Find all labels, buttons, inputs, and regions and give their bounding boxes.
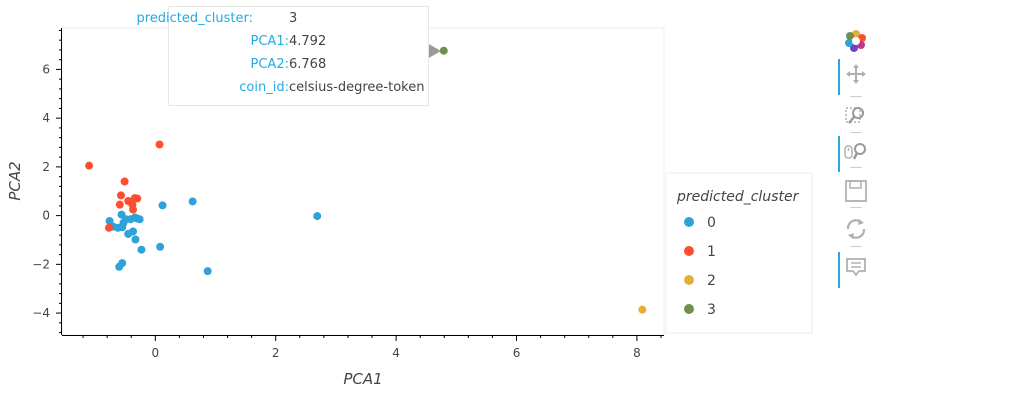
- reset-tool[interactable]: [836, 214, 876, 244]
- data-point[interactable]: [120, 177, 129, 186]
- wheel-zoom-icon: [844, 143, 866, 160]
- box-zoom-icon: [845, 107, 864, 124]
- save-icon: [845, 180, 867, 202]
- data-point[interactable]: [188, 197, 197, 206]
- hover-tool[interactable]: [836, 252, 876, 288]
- y-tick-label: 2: [42, 160, 50, 174]
- data-point[interactable]: [116, 191, 125, 200]
- data-point[interactable]: [137, 245, 146, 254]
- pan-tool[interactable]: [836, 59, 876, 95]
- x-axis-title: PCA1: [343, 370, 382, 388]
- data-point[interactable]: [155, 140, 164, 149]
- legend-title: predicted_cluster: [676, 189, 800, 205]
- tooltip-value: 6.768: [289, 57, 327, 72]
- data-point[interactable]: [115, 262, 124, 271]
- toolbar-divider: [850, 207, 862, 208]
- bokeh-logo[interactable]: [836, 26, 876, 56]
- toolbar-divider: [850, 167, 862, 168]
- tooltip-value: 3: [289, 11, 298, 26]
- box-zoom-tool[interactable]: [836, 101, 876, 131]
- data-point[interactable]: [158, 201, 167, 210]
- y-tick-label: 0: [42, 209, 50, 223]
- hover-icon: [846, 258, 866, 277]
- x-tick-label: 4: [392, 346, 400, 360]
- data-point[interactable]: [129, 227, 138, 236]
- pan-icon: [846, 64, 866, 84]
- data-point[interactable]: [104, 223, 113, 232]
- data-point[interactable]: [203, 267, 212, 276]
- hover-pointer-icon: [427, 43, 441, 59]
- tooltip-key: coin_id: [239, 79, 289, 97]
- toolbar-divider: [850, 96, 862, 97]
- data-point[interactable]: [133, 194, 142, 203]
- data-point[interactable]: [131, 235, 140, 244]
- y-axis-title: PCA2: [6, 161, 24, 200]
- data-point[interactable]: [135, 215, 144, 224]
- legend-label: 0: [707, 215, 716, 231]
- tooltip-value: celsius-degree-token: [289, 80, 425, 95]
- tooltip-row: coin_id celsius-degree-token: [169, 79, 429, 97]
- data-point[interactable]: [638, 305, 647, 314]
- legend-marker: [684, 217, 694, 227]
- hover-tooltip: predicted_cluster 3 PCA1 4.792 PCA2 6.76…: [136, 6, 429, 106]
- legend: predicted_cluster 0 1 2 3: [665, 172, 813, 334]
- tooltip-value: 4.792: [289, 34, 327, 49]
- wheel-zoom-tool[interactable]: [836, 136, 876, 172]
- y-tick-label: −4: [32, 306, 50, 320]
- y-tick-label: −2: [32, 257, 50, 271]
- data-point[interactable]: [156, 242, 165, 251]
- legend-marker: [684, 275, 694, 285]
- data-point[interactable]: [85, 161, 94, 170]
- legend-marker: [684, 246, 694, 256]
- tooltip-key: predicted_cluster: [136, 10, 253, 28]
- toolbar-divider: [850, 132, 862, 133]
- save-tool[interactable]: [836, 176, 876, 206]
- x-tick-label: 8: [633, 346, 641, 360]
- y-tick-label: 6: [42, 62, 50, 76]
- x-tick-label: 6: [513, 346, 521, 360]
- bokeh-logo-icon: [845, 30, 866, 52]
- y-tick-label: 4: [42, 111, 50, 125]
- toolbar: [836, 26, 876, 296]
- tooltip-key: PCA1: [251, 33, 289, 51]
- legend-label: 1: [707, 244, 716, 260]
- tooltip-row: predicted_cluster 3: [136, 10, 429, 28]
- reset-icon: [846, 219, 866, 239]
- tooltip-row: PCA1 4.792: [169, 33, 429, 51]
- toolbar-divider: [850, 246, 862, 247]
- tooltip-key: PCA2: [251, 56, 289, 74]
- data-point[interactable]: [439, 46, 448, 55]
- data-point[interactable]: [118, 223, 127, 232]
- legend-label: 3: [707, 302, 716, 318]
- legend-marker: [684, 304, 694, 314]
- data-point[interactable]: [115, 200, 124, 209]
- x-tick-label: 2: [272, 346, 280, 360]
- data-point[interactable]: [129, 205, 138, 214]
- data-point[interactable]: [313, 212, 322, 221]
- tooltip-row: PCA2 6.768: [169, 56, 429, 74]
- legend-label: 2: [707, 273, 716, 289]
- x-tick-label: 0: [151, 346, 159, 360]
